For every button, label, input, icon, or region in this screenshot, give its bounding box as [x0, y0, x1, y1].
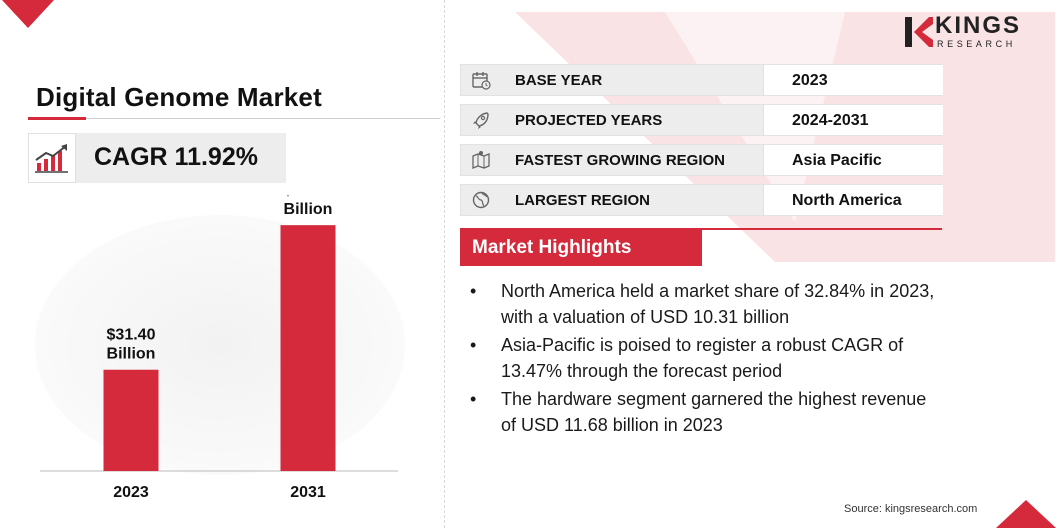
corner-decoration-bottom — [996, 500, 1056, 528]
bar-data-label: $31.40 — [107, 327, 156, 344]
world-map-watermark — [35, 215, 405, 475]
info-label: BASE YEAR — [515, 72, 603, 89]
calendar-icon — [461, 65, 501, 95]
bullet: • — [470, 389, 477, 409]
logo-tagline: RESEARCH — [937, 39, 1016, 49]
bar-2031 — [280, 225, 336, 471]
rocket-icon — [461, 105, 501, 135]
highlight-line: The hardware segment garnered the highes… — [501, 389, 927, 409]
info-value: 2023 — [763, 65, 943, 95]
bar-data-label: Billion — [107, 346, 156, 363]
info-value: 2024-2031 — [763, 105, 943, 135]
market-size-bar-chart: $31.40 Billion 2023 $76.23 Billion 2031 — [35, 195, 405, 501]
info-row-base-year: BASE YEAR 2023 — [460, 64, 943, 96]
highlight-line: with a valuation of USD 10.31 billion — [501, 307, 790, 327]
highlight-line: North America held a market share of 32.… — [501, 281, 935, 301]
title-underline — [28, 118, 440, 119]
bar-data-label: $76.23 — [284, 195, 333, 199]
cagr-badge: CAGR 11.92% — [28, 133, 286, 183]
info-row-largest-region: LARGEST REGION North America — [460, 184, 943, 216]
bar-2023 — [103, 369, 159, 471]
title-accent-bar — [28, 117, 86, 120]
info-value: North America — [763, 185, 943, 215]
cagr-value: CAGR 11.92% — [94, 143, 258, 171]
globe-icon — [461, 185, 501, 215]
highlights-rule — [460, 228, 942, 230]
x-tick-label: 2023 — [113, 484, 149, 501]
highlights-list: • North America held a market share of 3… — [470, 278, 1030, 440]
info-label: PROJECTED YEARS — [515, 112, 663, 129]
list-item: • Asia-Pacific is poised to register a r… — [470, 332, 1030, 384]
bar-data-label: Billion — [284, 201, 333, 218]
highlight-line: Asia-Pacific is poised to register a rob… — [501, 335, 904, 355]
kings-research-logo: KINGS RESEARCH — [903, 12, 1033, 54]
highlights-title: Market Highlights — [460, 230, 702, 266]
growth-chart-icon — [28, 133, 76, 183]
page-title: Digital Genome Market — [36, 82, 322, 112]
market-info-table: BASE YEAR 2023 PROJECTED YEARS 2024-2031… — [460, 64, 943, 224]
kings-logo-icon — [905, 17, 933, 47]
highlight-line: of USD 11.68 billion in 2023 — [501, 415, 723, 435]
list-item: • The hardware segment garnered the high… — [470, 386, 1030, 438]
info-label: LARGEST REGION — [515, 192, 651, 209]
info-label: FASTEST GROWING REGION — [515, 152, 726, 169]
section-divider — [444, 0, 445, 528]
logo-wordmark: KINGS — [935, 12, 1022, 39]
source-credit: Source: kingsresearch.com — [844, 503, 978, 515]
info-row-fastest-growing-region: FASTEST GROWING REGION Asia Pacific — [460, 144, 943, 176]
map-icon — [461, 145, 501, 175]
info-row-projected-years: PROJECTED YEARS 2024-2031 — [460, 104, 943, 136]
x-tick-label: 2031 — [290, 484, 326, 501]
bullet: • — [470, 281, 477, 301]
corner-decoration-top — [2, 0, 54, 28]
highlight-line: 13.47% through the forecast period — [501, 361, 783, 381]
bullet: • — [470, 335, 477, 355]
list-item: • North America held a market share of 3… — [470, 278, 1030, 330]
info-value: Asia Pacific — [763, 145, 943, 175]
